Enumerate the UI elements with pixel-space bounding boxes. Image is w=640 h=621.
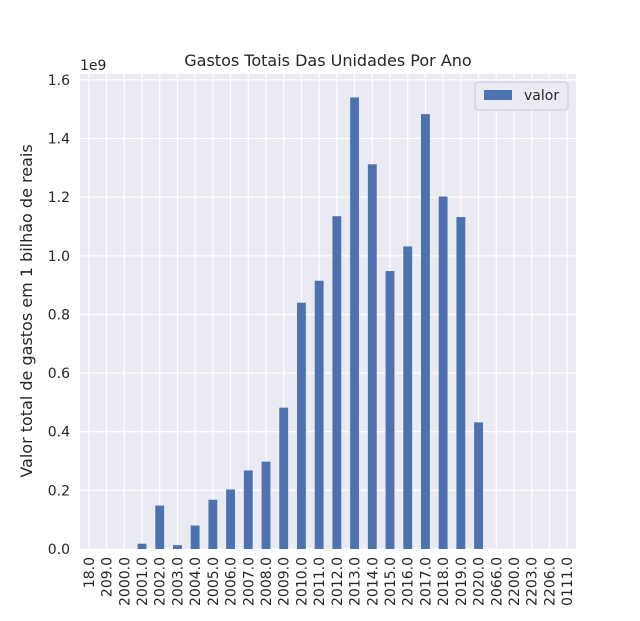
x-tick-label: 2013.0 <box>348 557 364 606</box>
x-tick-label: 2012.0 <box>330 557 346 606</box>
legend-swatch <box>484 90 512 100</box>
y-tick-labels: 0.0 0.2 0.4 0.6 0.8 1.0 1.2 1.4 1.6 <box>48 73 70 558</box>
bar-2010.0 <box>297 302 306 549</box>
bar-2018.0 <box>438 196 448 550</box>
x-tick-label: 2004.0 <box>188 557 204 606</box>
bar-2012.0 <box>332 216 342 549</box>
bar-2019.0 <box>456 217 466 549</box>
bar-2015.0 <box>385 271 395 549</box>
x-tick-label: 2001.0 <box>135 557 151 606</box>
bar-2011.0 <box>314 280 324 549</box>
y-tick-label: 1.6 <box>48 73 70 89</box>
x-tick-label: 2006.0 <box>224 557 240 606</box>
x-tick-label: 2019.0 <box>454 557 470 606</box>
x-tick-labels: 18.0 209.0 2000.0 2001.0 2002.0 2003.0 2004.0 2… <box>82 557 576 606</box>
y-tick-label: 1.4 <box>48 132 70 148</box>
x-tick-label: 2066.0 <box>489 557 505 606</box>
x-tick-label: 2014.0 <box>365 557 381 606</box>
x-tick-label: 2020.0 <box>472 557 488 606</box>
bar-2008.0 <box>261 461 271 549</box>
x-tick-label: 2008.0 <box>259 557 275 606</box>
bar-2020.0 <box>474 422 483 549</box>
x-tick-label: 2016.0 <box>401 557 417 606</box>
x-tick-label: 2200.0 <box>507 557 523 606</box>
x-tick-label: 2005.0 <box>206 557 222 606</box>
bar-2003.0 <box>173 545 182 549</box>
x-tick-label: 2018.0 <box>436 557 452 606</box>
bar-2001.0 <box>137 543 147 549</box>
x-tick-label: 2017.0 <box>418 557 434 606</box>
bar-2002.0 <box>155 505 165 549</box>
y-offset-label: 1e9 <box>80 58 106 74</box>
x-tick-label: 0111.0 <box>560 557 576 606</box>
bar-2005.0 <box>208 499 218 549</box>
y-tick-label: 0.6 <box>48 366 70 382</box>
plot-area <box>80 74 576 549</box>
bar-2006.0 <box>226 489 235 549</box>
bar-2007.0 <box>243 470 253 549</box>
y-tick-label: 0.2 <box>48 483 70 499</box>
bars <box>137 97 483 550</box>
y-tick-label: 1.0 <box>48 249 70 265</box>
x-tick-label: 2003.0 <box>170 557 186 606</box>
x-tick-label: 2000.0 <box>117 557 133 606</box>
bar-2017.0 <box>421 114 430 550</box>
x-tick-label: 18.0 <box>82 557 98 588</box>
chart-title: Gastos Totais Das Unidades Por Ano <box>184 51 471 70</box>
bar-2013.0 <box>350 97 359 549</box>
x-tick-label: 2002.0 <box>153 557 169 606</box>
legend-label: valor <box>524 88 559 104</box>
y-tick-label: 0.8 <box>48 307 70 323</box>
bar-2009.0 <box>279 407 289 549</box>
bar-2014.0 <box>367 164 377 549</box>
legend-box <box>474 81 569 111</box>
x-tick-label: 2009.0 <box>277 557 293 606</box>
y-tick-label: 1.2 <box>48 190 70 206</box>
x-tick-label: 2015.0 <box>383 557 399 606</box>
x-tick-label: 2010.0 <box>294 557 310 606</box>
x-tick-label: 209.0 <box>100 557 116 597</box>
y-tick-label: 0.4 <box>48 425 70 441</box>
y-axis-label: Valor total de gastos em 1 bilhão de rea… <box>17 144 36 477</box>
x-tick-label: 2011.0 <box>312 557 328 606</box>
y-tick-label: 0.0 <box>48 542 70 558</box>
x-tick-label: 2007.0 <box>241 557 257 606</box>
bar-2016.0 <box>403 246 413 549</box>
legend: valor <box>474 81 569 111</box>
bar-2004.0 <box>190 525 200 549</box>
x-tick-label: 2206.0 <box>542 557 558 606</box>
x-tick-label: 2203.0 <box>525 557 541 606</box>
